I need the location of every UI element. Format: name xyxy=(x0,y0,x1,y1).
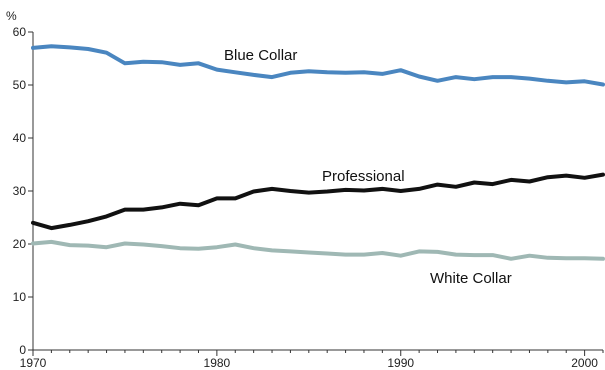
y-tick-label: 30 xyxy=(13,184,27,198)
y-unit-label: % xyxy=(6,9,17,23)
x-tick-label: 1980 xyxy=(204,356,231,370)
y-tick-label: 60 xyxy=(13,25,27,39)
y-tick-label: 0 xyxy=(19,343,26,357)
x-tick-label: 1990 xyxy=(387,356,414,370)
series-line-professional xyxy=(31,172,605,231)
y-tick-label: 40 xyxy=(13,131,27,145)
series-line-blue-collar xyxy=(31,44,605,87)
series-label-white-collar: White Collar xyxy=(430,270,512,287)
x-tick-label: 1970 xyxy=(20,356,47,370)
series-lines xyxy=(31,44,605,261)
series-label-professional: Professional xyxy=(322,168,405,185)
y-axis: 0 10 20 30 40 50 60 xyxy=(13,25,34,357)
x-axis: 1970 1980 1990 2000 xyxy=(20,349,604,370)
series-label-blue-collar: Blue Collar xyxy=(224,47,297,64)
y-tick-label: 50 xyxy=(13,78,27,92)
y-tick-label: 20 xyxy=(13,237,27,251)
x-tick-label: 2000 xyxy=(571,356,598,370)
y-tick-label: 10 xyxy=(13,290,27,304)
series-line-white-collar xyxy=(31,239,605,261)
